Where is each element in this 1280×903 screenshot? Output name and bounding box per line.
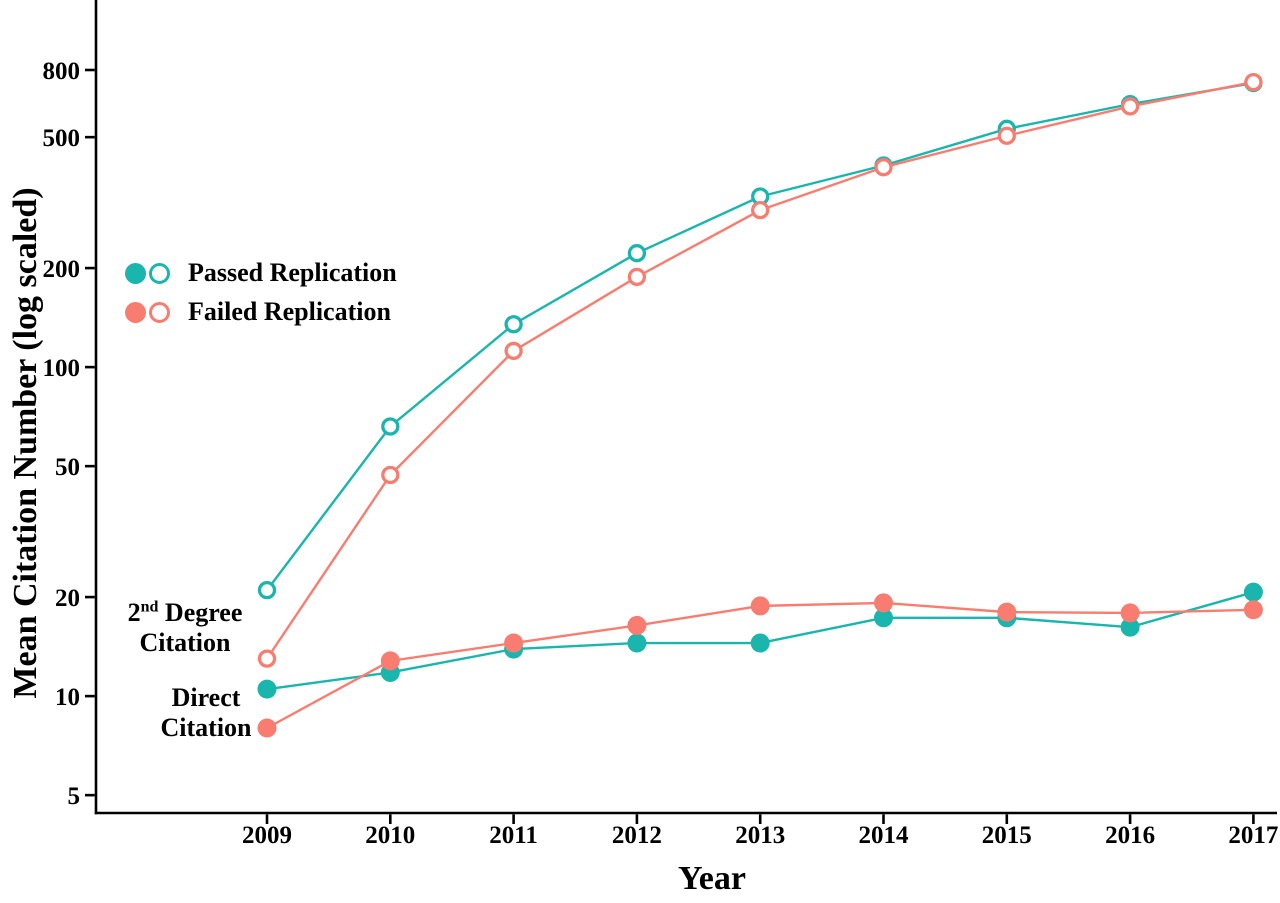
data-point-filled [1120, 617, 1140, 637]
legend-item-passed: Passed Replication [125, 258, 397, 288]
data-point-open [751, 200, 770, 220]
x-tick-label: 2010 [365, 822, 415, 849]
open-circle-icon [149, 301, 170, 323]
data-point-filled [874, 608, 893, 628]
data-point-open [381, 465, 400, 485]
legend-label-passed: Passed Replication [188, 258, 397, 287]
y-tick-label: 50 [55, 454, 80, 481]
y-tick-label: 100 [43, 355, 81, 382]
x-tick-label: 2017 [1228, 822, 1278, 849]
series-line [266, 601, 1254, 730]
annotation-line: 2nd Degree [127, 598, 243, 627]
y-axis-title: Mean Citation Number (log scaled) [7, 187, 44, 699]
x-tick-label: 2013 [735, 822, 785, 849]
y-tick-label: 5 [68, 783, 81, 810]
series-line [266, 81, 1254, 591]
data-point-open [1120, 97, 1140, 116]
data-point-open [504, 341, 523, 361]
data-point-open [627, 244, 647, 263]
y-tick-label: 10 [55, 684, 80, 711]
data-point-filled [874, 593, 893, 613]
annotation-direct-citation: Direct Citation [161, 683, 252, 743]
data-point-open [381, 417, 400, 436]
data-point-open [257, 649, 277, 668]
y-tick-label: 800 [43, 58, 81, 85]
data-point-filled [1243, 600, 1263, 620]
data-point-open [504, 315, 523, 334]
data-point-filled [1120, 603, 1140, 623]
x-tick-label: 2014 [859, 822, 910, 849]
data-point-filled [627, 633, 647, 653]
y-tick-label: 20 [55, 585, 80, 612]
y-tick-label: 500 [43, 125, 81, 152]
data-point-filled [750, 633, 770, 653]
x-axis-title: Year [678, 860, 746, 897]
data-point-open [874, 158, 893, 177]
data-point-filled [504, 633, 524, 653]
x-tick-label: 2011 [489, 822, 538, 849]
data-point-open [627, 267, 647, 287]
annotation-line: Direct [171, 683, 241, 712]
data-point-filled [627, 615, 647, 635]
data-point-filled [257, 679, 277, 699]
data-point-open [997, 126, 1016, 145]
open-circle-icon [149, 262, 170, 284]
y-tick-label: 200 [43, 256, 81, 283]
legend-item-failed: Failed Replication [125, 297, 391, 327]
data-point-open [1244, 72, 1263, 92]
data-point-filled [380, 651, 400, 671]
data-point-filled [997, 602, 1017, 622]
legend-label-failed: Failed Replication [188, 297, 391, 326]
x-tick-label: 2009 [242, 822, 292, 849]
x-tick-label: 2012 [612, 822, 662, 849]
annotation-second-degree-citation: 2nd Degree Citation [128, 598, 243, 658]
data-point-filled [1243, 582, 1263, 602]
series-line [266, 80, 1254, 660]
annotation-line: Citation [139, 628, 231, 657]
data-point-filled [750, 596, 770, 616]
annotation-line: Citation [160, 713, 252, 742]
filled-circle-icon [125, 262, 146, 284]
data-point-filled [257, 718, 277, 738]
x-tick-label: 2016 [1105, 822, 1155, 849]
data-point-open [257, 580, 277, 600]
x-tick-label: 2015 [982, 822, 1032, 849]
filled-circle-icon [125, 301, 146, 323]
